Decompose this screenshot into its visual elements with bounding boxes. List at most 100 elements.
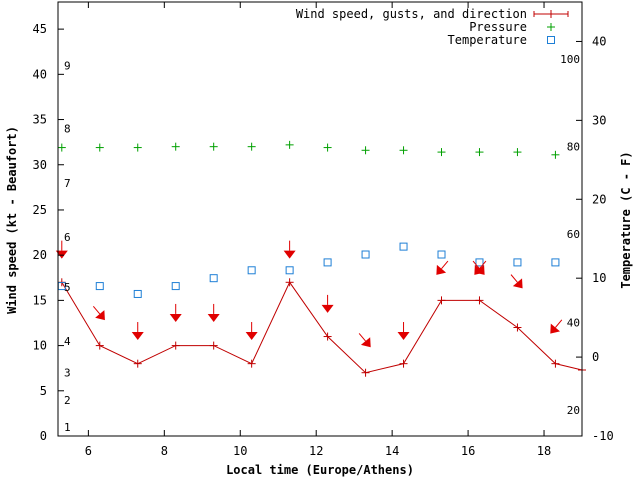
wind-direction-arrow-head (283, 250, 296, 259)
y-tick-label: 30 (33, 158, 47, 172)
fahrenheit-label: 80 (567, 140, 580, 153)
x-tick-label: 16 (461, 444, 475, 458)
x-axis-label: Local time (Europe/Athens) (226, 463, 414, 477)
y-tick-label: 15 (33, 293, 47, 307)
y2-tick-label: 0 (592, 350, 599, 364)
pressure-point (513, 148, 522, 157)
temperature-point (247, 266, 256, 275)
wind-direction-arrow-head (436, 264, 447, 275)
wind-direction-arrow (397, 322, 410, 341)
y-axis-label: Wind speed (kt - Beaufort) (5, 126, 19, 314)
wind-direction-arrow-head (131, 332, 144, 341)
wind-speed-point (399, 359, 408, 368)
wind-direction-arrow-head (321, 304, 334, 313)
pressure-point (57, 143, 66, 152)
y-tick-label: 20 (33, 248, 47, 262)
wind-direction-arrow-shaft (555, 319, 563, 328)
wind-direction-arrow-shaft (472, 260, 480, 270)
temperature-point (209, 274, 218, 283)
legend-label: Temperature (448, 33, 527, 47)
temperature-point (475, 258, 484, 267)
wind-direction-arrow (207, 303, 220, 322)
beaufort-label: 8 (64, 123, 71, 136)
pressure-point (361, 146, 370, 155)
chart-marks (55, 140, 586, 377)
wind-speed-point (475, 296, 484, 305)
x-tick-label: 12 (309, 444, 323, 458)
wind-speed-point (361, 368, 370, 377)
fahrenheit-label: 20 (567, 404, 580, 417)
wind-direction-arrow (169, 303, 182, 322)
plot-area-border (57, 1, 583, 437)
fahrenheit-label: 100 (560, 53, 580, 66)
pressure-point (285, 140, 294, 149)
wind-direction-arrow (321, 294, 334, 313)
wind-direction-arrow-shaft (441, 260, 449, 270)
wind-direction-arrow-shaft (92, 305, 101, 315)
legend-swatch-square (547, 36, 555, 44)
y-tick-label: 35 (33, 113, 47, 127)
beaufort-label: 1 (64, 421, 71, 434)
temperature-point (513, 258, 522, 267)
wind-direction-arrow-head (550, 323, 561, 334)
pressure-point (133, 143, 142, 152)
temperature-point (361, 250, 370, 259)
wind-direction-arrow-shaft (510, 274, 518, 283)
wind-speed-point (513, 323, 522, 332)
beaufort-label: 4 (64, 335, 71, 348)
x-tick-label: 14 (385, 444, 399, 458)
wind-direction-arrow-shaft (358, 333, 366, 342)
wind-direction-arrow (550, 319, 563, 334)
wind-direction-arrow (55, 240, 68, 259)
wind-direction-arrow-head (245, 332, 258, 341)
pressure-point (323, 143, 332, 152)
y-tick-label: 25 (33, 203, 47, 217)
temperature-point (399, 242, 408, 251)
temperature-point (437, 250, 446, 259)
temperature-point (171, 282, 180, 291)
wind-speed-point (95, 341, 104, 350)
wind-speed-point (209, 341, 218, 350)
temperature-point (133, 289, 142, 298)
y-tick-label: 5 (40, 384, 47, 398)
wind-direction-arrow (436, 260, 449, 275)
y2-axis-label: Temperature (C - F) (619, 151, 633, 288)
x-tick-label: 18 (537, 444, 551, 458)
wind-direction-arrow (92, 305, 105, 321)
temperature-point (323, 258, 332, 267)
y-tick-label: 0 (40, 429, 47, 443)
fahrenheit-label: 60 (567, 228, 580, 241)
pressure-point (247, 142, 256, 151)
wind-direction-arrow-head (397, 332, 410, 341)
wind-direction-arrow-shaft (479, 260, 487, 270)
wind-direction-arrow-head (360, 337, 371, 348)
wind-speed-point (247, 359, 256, 368)
legend-label: Wind speed, gusts, and direction (296, 7, 527, 21)
beaufort-label: 2 (64, 394, 71, 407)
legend-label: Pressure (469, 20, 527, 34)
wind-direction-arrow (358, 333, 371, 348)
y2-tick-label: 40 (592, 34, 606, 48)
y-tick-label: 10 (33, 339, 47, 353)
wind-direction-arrow (510, 274, 523, 289)
wind-speed-point (133, 359, 142, 368)
y2-tick-label: 20 (592, 192, 606, 206)
wind-direction-arrow-head (55, 250, 68, 259)
temperature-point (95, 282, 104, 291)
wind-direction-arrow (245, 322, 258, 341)
temperature-point (551, 258, 560, 267)
wind-speed-point (551, 359, 560, 368)
beaufort-label: 7 (64, 177, 71, 190)
wind-direction-arrow (474, 260, 487, 275)
wind-speed-point (171, 341, 180, 350)
wind-direction-arrow-head (512, 278, 523, 289)
wind-speed-point (285, 278, 294, 287)
beaufort-label: 5 (64, 281, 71, 294)
wind-speed-point (437, 296, 446, 305)
wind-direction-arrow-head (474, 264, 485, 275)
x-tick-label: 10 (233, 444, 247, 458)
fahrenheit-label: 40 (567, 316, 580, 329)
y2-tick-label: -10 (592, 429, 614, 443)
